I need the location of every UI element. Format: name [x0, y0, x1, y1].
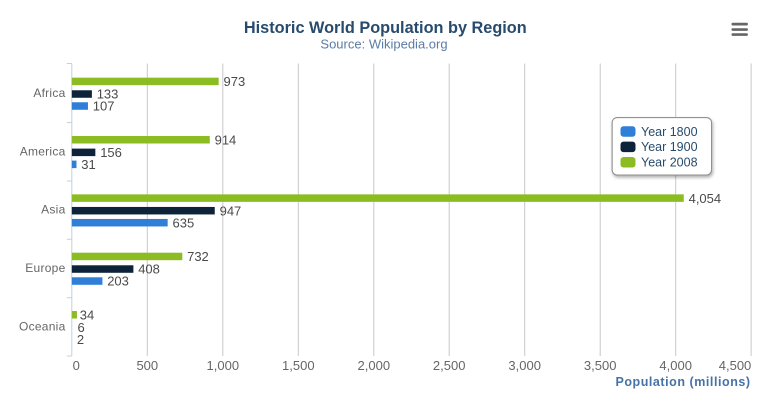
svg-text:Year 1800: Year 1800 [641, 125, 698, 139]
svg-text:Year 2008: Year 2008 [641, 156, 698, 170]
svg-text:Source: Wikipedia.org: Source: Wikipedia.org [320, 36, 447, 51]
svg-text:156: 156 [100, 145, 122, 160]
svg-text:Europe: Europe [25, 261, 65, 275]
svg-text:107: 107 [93, 99, 115, 114]
svg-text:2,000: 2,000 [358, 358, 391, 373]
svg-text:6: 6 [78, 320, 85, 335]
svg-text:947: 947 [220, 203, 242, 218]
svg-text:31: 31 [81, 157, 95, 172]
svg-text:1,500: 1,500 [282, 358, 315, 373]
svg-text:4,054: 4,054 [689, 191, 722, 206]
svg-text:4,500: 4,500 [719, 358, 752, 373]
svg-text:635: 635 [173, 215, 195, 230]
svg-text:0: 0 [73, 358, 80, 373]
svg-text:1,000: 1,000 [207, 358, 240, 373]
svg-text:203: 203 [107, 274, 129, 289]
svg-text:34: 34 [80, 308, 94, 323]
svg-text:Population (millions): Population (millions) [615, 375, 750, 389]
svg-text:500: 500 [136, 358, 158, 373]
svg-text:732: 732 [187, 249, 209, 264]
svg-text:Asia: Asia [41, 203, 65, 217]
svg-text:2: 2 [77, 332, 84, 347]
svg-text:133: 133 [97, 87, 119, 102]
svg-text:914: 914 [215, 133, 237, 148]
svg-text:2,500: 2,500 [433, 358, 466, 373]
svg-text:Year 1900: Year 1900 [641, 140, 698, 154]
svg-text:Africa: Africa [33, 86, 65, 100]
svg-text:Oceania: Oceania [19, 319, 66, 333]
svg-text:America: America [20, 144, 66, 158]
svg-text:Historic World Population by R: Historic World Population by Region [244, 19, 527, 37]
svg-text:973: 973 [224, 74, 246, 89]
svg-text:3,000: 3,000 [508, 358, 541, 373]
svg-text:3,500: 3,500 [584, 358, 617, 373]
svg-text:408: 408 [138, 262, 160, 277]
svg-text:4,000: 4,000 [659, 358, 692, 373]
